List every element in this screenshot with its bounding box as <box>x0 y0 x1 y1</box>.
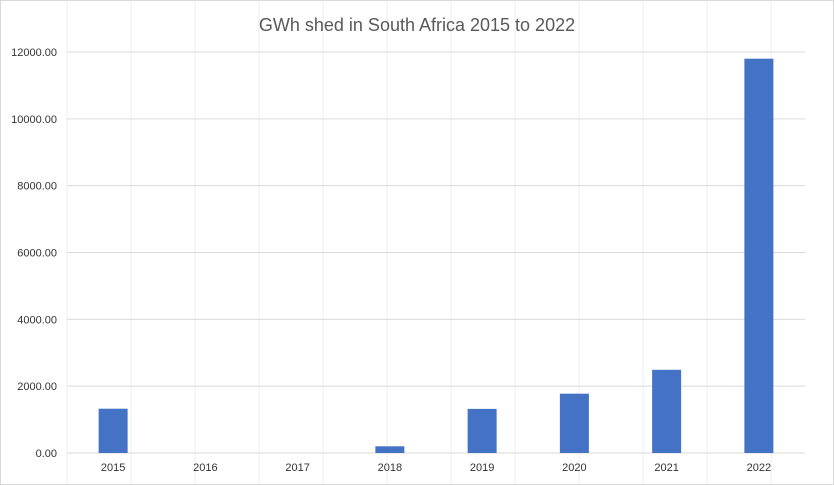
x-tick-label: 2015 <box>101 462 125 474</box>
x-tick-label: 2020 <box>562 462 586 474</box>
x-tick-label: 2016 <box>193 462 217 474</box>
chart-title: GWh shed in South Africa 2015 to 2022 <box>259 15 575 35</box>
y-axis-ticks: 0.00 2000.00 4000.00 6000.00 8000.00 10000.00… <box>11 47 57 460</box>
x-tick-label: 2019 <box>470 462 494 474</box>
gridlines <box>67 51 805 454</box>
y-tick-label: 4000.00 <box>17 314 57 326</box>
bar-2018 <box>375 446 405 453</box>
y-tick-label: 0.00 <box>36 448 57 460</box>
bar-2021 <box>652 369 682 453</box>
bar-2019 <box>467 408 497 453</box>
x-tick-label: 2018 <box>378 462 402 474</box>
bar-2022 <box>744 58 774 453</box>
x-tick-label: 2021 <box>654 462 678 474</box>
bar-2015 <box>98 408 128 453</box>
x-tick-label: 2017 <box>285 462 309 474</box>
bar-2020 <box>559 393 589 453</box>
y-tick-label: 10000.00 <box>11 114 57 126</box>
y-tick-label: 8000.00 <box>17 181 57 193</box>
bars <box>98 58 774 453</box>
x-axis-ticks: 2015 2016 2017 2018 2019 2020 2021 2022 <box>101 462 771 474</box>
x-tick-label: 2022 <box>747 462 771 474</box>
y-tick-label: 12000.00 <box>11 47 57 59</box>
y-tick-label: 6000.00 <box>17 248 57 260</box>
y-tick-label: 2000.00 <box>17 381 57 393</box>
